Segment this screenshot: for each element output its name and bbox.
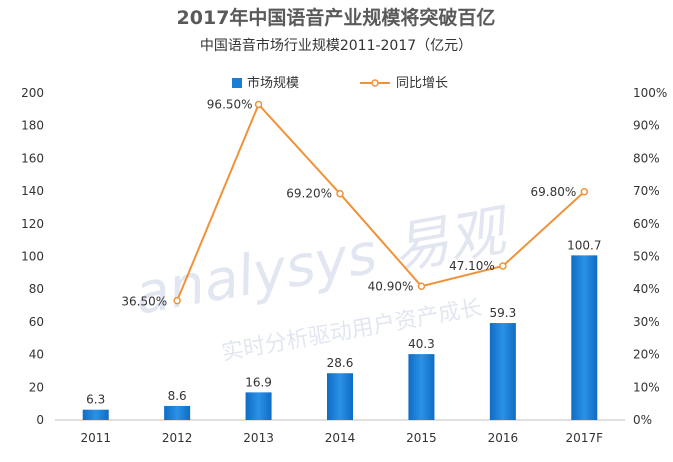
legend-swatch-marker (371, 79, 379, 87)
y-axis-right: 0% 10% 20% 30% 40% 50% 60% 70% 80% 90% 100% (633, 86, 667, 427)
bar-value-label: 40.3 (408, 337, 435, 351)
y-right-tick-label: 0% (633, 413, 652, 427)
growth-point (417, 282, 426, 291)
growth-labels: 36.50% 96.50% 69.20% 40.90% 47.10% 69.80% (121, 97, 576, 308)
bar-value-label: 16.9 (245, 375, 272, 389)
legend-swatch-bar (232, 78, 242, 88)
growth-value-label: 69.80% (531, 185, 577, 199)
y-left-tick-label: 160 (21, 151, 44, 165)
y-axis-left: 0 20 40 60 80 100 120 140 160 180 200 (21, 86, 44, 427)
bar (489, 323, 516, 420)
y-left-tick-label: 60 (29, 315, 44, 329)
y-right-tick-label: 50% (633, 250, 660, 264)
y-left-tick-label: 180 (21, 119, 44, 133)
bar (164, 405, 191, 420)
y-left-tick-label: 20 (29, 380, 44, 394)
x-tick-label: 2012 (162, 431, 193, 445)
bar (245, 392, 272, 420)
x-tick-label: 2015 (406, 431, 437, 445)
chart-subtitle: 中国语音市场行业规模2011-2017（亿元） (200, 37, 472, 54)
y-right-tick-label: 30% (633, 315, 660, 329)
y-left-tick-label: 40 (29, 348, 44, 362)
y-left-tick-label: 0 (36, 413, 44, 427)
x-tick-label: 2016 (488, 431, 519, 445)
y-left-tick-label: 80 (29, 282, 44, 296)
y-right-tick-label: 60% (633, 217, 660, 231)
bar-value-label: 100.7 (567, 238, 601, 252)
y-left-tick-label: 120 (21, 217, 44, 231)
bar-value-label: 28.6 (327, 356, 354, 370)
y-right-tick-label: 90% (633, 119, 660, 133)
bar (571, 255, 598, 420)
growth-value-label: 96.50% (207, 97, 253, 111)
growth-point (499, 262, 507, 270)
bar (408, 354, 435, 420)
y-left-tick-label: 140 (21, 184, 44, 198)
y-right-tick-label: 40% (633, 282, 660, 296)
x-axis: 2011 2012 2013 2014 2015 2016 2017F (80, 431, 603, 445)
growth-line (176, 102, 585, 302)
growth-value-label: 40.90% (368, 279, 414, 293)
bar-value-label: 8.6 (168, 389, 187, 403)
y-left-tick-label: 100 (21, 250, 44, 264)
x-tick-label: 2013 (243, 431, 274, 445)
growth-value-label: 69.20% (286, 187, 332, 201)
bar-value-label: 59.3 (489, 306, 516, 320)
bar (82, 409, 109, 420)
growth-value-label: 47.10% (449, 259, 495, 273)
growth-point (254, 100, 263, 109)
y-right-tick-label: 10% (633, 380, 660, 394)
x-tick-label: 2017F (566, 431, 604, 445)
watermark: analysys 易观 实时分析驱动用户资产成长 (130, 198, 516, 366)
y-right-tick-label: 20% (633, 348, 660, 362)
y-left-tick-label: 200 (21, 86, 44, 100)
bar-labels: 6.3 8.6 16.9 28.6 40.3 59.3 100.7 (86, 238, 601, 406)
bar (327, 373, 353, 420)
x-tick-label: 2011 (80, 431, 111, 445)
legend: 市场规模 同比增长 (232, 75, 448, 91)
y-right-tick-label: 70% (633, 184, 660, 198)
growth-value-label: 36.50% (121, 295, 167, 309)
y-right-tick-label: 100% (633, 86, 667, 100)
legend-label-bar: 市场规模 (247, 75, 299, 91)
growth-point (173, 296, 181, 305)
chart-title: 2017年中国语音产业规模将突破百亿 (177, 6, 496, 29)
growth-point (580, 188, 589, 196)
bar-value-label: 6.3 (86, 393, 105, 407)
growth-point (336, 189, 344, 198)
bar-series (82, 255, 598, 420)
x-tick-label: 2014 (325, 431, 356, 445)
y-right-tick-label: 80% (633, 151, 660, 165)
legend-label-line: 同比增长 (396, 76, 448, 91)
growth-series (173, 100, 589, 305)
